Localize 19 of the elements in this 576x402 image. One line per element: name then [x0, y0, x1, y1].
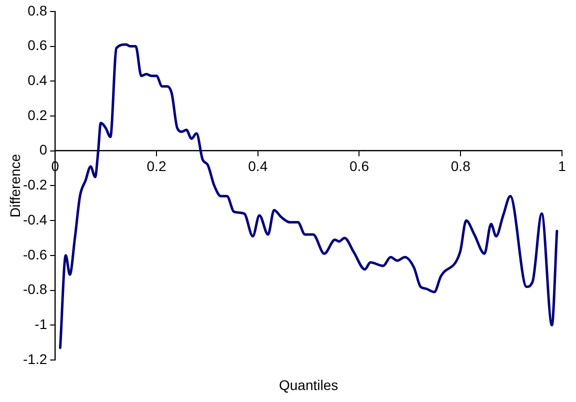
x-tick-label: 1 [558, 158, 566, 174]
y-tick-label: 0 [39, 142, 48, 158]
x-axis-title: Quantiles [278, 377, 338, 393]
x-tick-label: 0.2 [146, 158, 166, 174]
y-tick-label: -0.4 [23, 211, 48, 228]
y-tick-label: 0.2 [28, 106, 48, 123]
y-tick-label: 0.4 [28, 72, 48, 88]
line-series [58, 43, 558, 350]
x-tick-label: 0.6 [350, 158, 370, 174]
x-tick-label: 0.4 [248, 158, 268, 174]
y-tick-label: -0.6 [23, 246, 48, 262]
x-tick-label: 0.8 [450, 158, 471, 174]
y-tick-label: 0.6 [28, 37, 48, 54]
y-tick-label: 0.8 [28, 2, 48, 18]
y-tick-label: -0.2 [23, 176, 48, 193]
y-tick-label: -0.8 [23, 281, 48, 298]
y-axis-title: Difference [6, 154, 23, 218]
y-tick-label: -1 [34, 316, 48, 332]
y-tick-label: -1.2 [23, 350, 48, 367]
